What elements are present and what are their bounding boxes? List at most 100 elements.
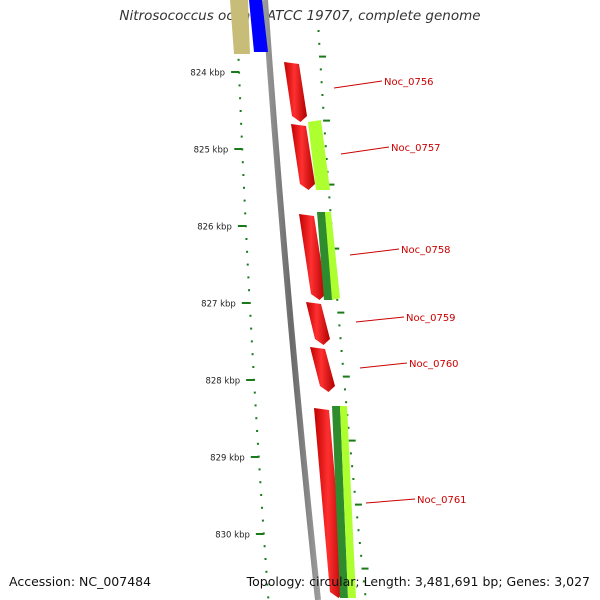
cds-arrow-forward — [306, 302, 330, 345]
gene-leader-line — [333, 80, 383, 89]
cds-arrow-forward — [291, 124, 315, 190]
scale-tick-minor — [266, 583, 269, 586]
scale-tick-minor — [248, 289, 251, 292]
gene-leader-line — [365, 498, 416, 504]
feature-partial-khaki — [230, 0, 250, 54]
gene-label[interactable]: Noc_0757 — [391, 143, 441, 154]
gene-label[interactable]: Noc_0759 — [406, 313, 456, 324]
scale-tick-minor — [246, 263, 249, 266]
outer-tick — [352, 478, 355, 480]
gene-label[interactable]: Noc_0761 — [417, 495, 467, 506]
cds-arrow-forward — [314, 408, 345, 598]
outer-tick — [325, 158, 328, 160]
cds-arrow-forward — [299, 214, 326, 300]
genome-stats-text: Topology: circular; Length: 3,481,691 bp… — [246, 574, 590, 589]
outer-tick — [341, 362, 344, 365]
scale-tick-minor — [251, 353, 254, 356]
outer-tick — [332, 247, 340, 250]
scale-tick-minor — [241, 161, 244, 164]
outer-tick — [360, 554, 363, 557]
outer-tick — [356, 516, 359, 519]
outer-tick — [348, 439, 356, 442]
scale-tick-minor — [239, 97, 242, 100]
gene-leader-line — [355, 316, 405, 323]
outer-tick — [319, 68, 322, 71]
outer-tick — [323, 119, 331, 122]
scale-tick-minor — [255, 417, 258, 420]
scale-tick-minor — [256, 430, 259, 432]
scale-tick-minor — [244, 212, 247, 215]
accession-text: Accession: NC_007484 — [9, 574, 152, 589]
outer-tick — [321, 94, 324, 96]
scale-tick-minor — [237, 58, 240, 61]
scale-label: 824 kbp — [190, 69, 225, 79]
outer-tick — [354, 503, 362, 506]
scale-tick-minor — [243, 199, 246, 202]
scale-tick-minor — [247, 276, 250, 279]
scale-tick-minor — [250, 340, 253, 343]
scale-tick-minor — [256, 442, 259, 445]
cds-reverse-strand — [340, 406, 356, 598]
outer-tick — [339, 337, 342, 340]
scale-tick-minor — [246, 250, 249, 253]
cds-reverse-strand — [325, 212, 340, 300]
scale-label: 827 kbp — [201, 300, 236, 310]
outer-tick — [319, 55, 327, 58]
scale-label: 826 kbp — [197, 223, 232, 233]
scale-tick-minor — [245, 238, 248, 240]
outer-tick — [343, 388, 346, 391]
outer-tick — [328, 196, 331, 199]
outer-tick — [351, 465, 354, 468]
scale-tick-minor — [242, 186, 245, 189]
outer-tick — [347, 426, 350, 429]
feature-partial-blue — [249, 0, 268, 52]
outer-tick — [320, 81, 323, 84]
outer-tick — [361, 567, 369, 570]
scale-tick-minor — [250, 327, 253, 330]
outer-tick — [364, 593, 367, 596]
scale-tick-minor — [259, 481, 262, 484]
scale-tick-minor — [260, 494, 263, 496]
scale-tick-minor — [254, 404, 257, 407]
scale-tick-minor — [258, 468, 261, 471]
scale-label: 825 kbp — [194, 146, 229, 156]
outer-tick — [340, 350, 343, 352]
cds-reverse-strand — [317, 212, 333, 300]
gene-label[interactable]: Noc_0758 — [401, 245, 451, 256]
scale-tick-minor — [240, 122, 243, 125]
outer-tick — [337, 311, 345, 314]
outer-tick — [322, 106, 325, 109]
outer-tick — [323, 132, 326, 135]
outer-tick — [338, 324, 341, 327]
genome-backbone — [262, 0, 321, 600]
backbone-line — [262, 0, 321, 600]
cds-arrow-forward — [284, 62, 307, 122]
outer-tick — [327, 183, 335, 186]
outer-tick — [358, 542, 361, 544]
scale-tick-minor — [261, 519, 264, 522]
feature-track — [230, 0, 356, 598]
cds-reverse-strand — [332, 406, 348, 598]
scale-tick-minor — [240, 135, 243, 138]
scale-tick-minor — [249, 314, 252, 317]
gene-leader-line — [340, 146, 390, 155]
outer-tick — [324, 145, 327, 148]
gene-labels: Noc_0756 Noc_0757 Noc_0758 Noc_0759 Noc_0760… — [333, 77, 467, 506]
scale-ticks: 824 kbp 825 kbp 826 kbp 827 kbp 828 kbp 829 k… — [190, 30, 369, 599]
scale-label: 829 kbp — [210, 454, 245, 464]
scale-tick-minor — [265, 570, 268, 573]
scale-tick-minor — [252, 366, 255, 368]
outer-tick — [329, 209, 332, 212]
map-title: Nitrosococcus oceani ATCC 19707, complet… — [119, 8, 481, 24]
gene-leader-line — [349, 248, 400, 256]
scale-tick-minor — [238, 84, 241, 87]
gene-label[interactable]: Noc_0760 — [409, 359, 459, 370]
scale-tick-minor — [264, 558, 267, 560]
scale-tick-minor — [239, 110, 242, 112]
scale-tick-minor — [261, 506, 264, 509]
scale-label: 828 kbp — [205, 377, 240, 387]
outer-tick — [345, 401, 348, 404]
gene-label[interactable]: Noc_0756 — [384, 77, 434, 88]
outer-tick — [317, 30, 320, 32]
